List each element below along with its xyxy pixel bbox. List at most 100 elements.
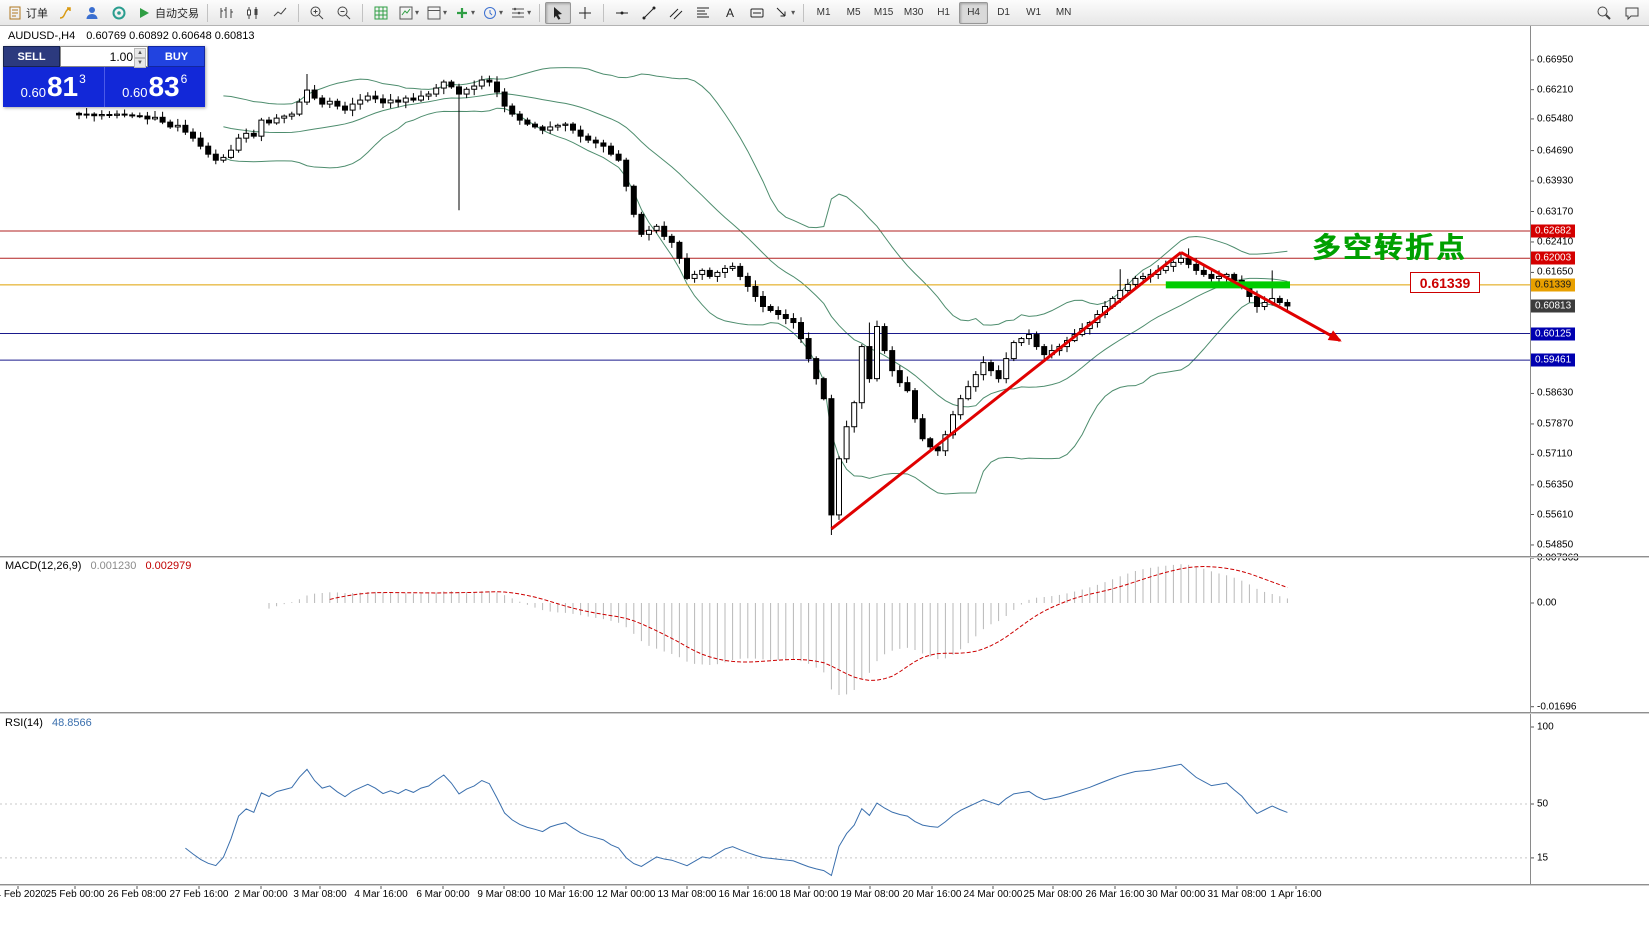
timeframe-h4-button[interactable]: H4 (959, 1, 989, 24)
profile-icon[interactable] (79, 2, 105, 24)
candle-chart-icon[interactable] (240, 2, 266, 24)
price-axis-label: 0.66950 (1537, 54, 1574, 66)
periods-icon (482, 5, 498, 21)
text-icon[interactable]: A (717, 2, 743, 24)
rsi-name: RSI(14) (5, 717, 43, 729)
candle-chart-icon (245, 5, 261, 21)
dropdown-caret-icon: ▾ (415, 8, 420, 17)
zoom-out-icon[interactable] (331, 2, 357, 24)
timeframe-d1-button[interactable]: D1 (997, 7, 1010, 18)
macd-axis-label: -0.01696 (1537, 701, 1577, 713)
chart-ohlc-header: AUDUSD-,H4 0.60769 0.60892 0.60648 0.608… (8, 30, 255, 42)
volume-up-icon[interactable]: ▲ (134, 48, 146, 58)
price-axis-label: 0.57870 (1537, 418, 1574, 430)
time-axis-label: 9 Mar 08:00 (477, 889, 531, 900)
text-icon: A (722, 5, 738, 21)
price-tag-label: 0.61339 (1410, 272, 1480, 293)
rsi-axis-label: 15 (1537, 852, 1549, 864)
timeframe-m15-button[interactable]: M15 (873, 7, 894, 18)
dropdown-caret-icon: ▾ (443, 8, 448, 17)
timeframe-m30-button[interactable]: M30 (903, 7, 924, 18)
label-icon[interactable] (744, 2, 770, 24)
time-axis-label: 24 Feb 2020 (0, 889, 47, 900)
time-axis-label: 12 Mar 00:00 (596, 889, 656, 900)
time-axis-label: 13 Mar 08:00 (657, 889, 717, 900)
autotrade-button (136, 5, 152, 21)
tile-windows-icon[interactable] (368, 2, 394, 24)
label-icon (749, 5, 765, 21)
templates-icon[interactable]: ▾ (423, 2, 450, 24)
buy-price[interactable]: 0.60 83 6 (105, 67, 206, 107)
sell-button[interactable]: SELL (3, 46, 60, 67)
chat-icon[interactable] (1619, 2, 1645, 24)
objects-icon[interactable]: ▾ (507, 2, 534, 24)
time-axis-label: 19 Mar 08:00 (840, 889, 900, 900)
panel-divider[interactable] (0, 556, 1649, 558)
periods-icon[interactable]: ▾ (479, 2, 506, 24)
trade-panel-top-row: SELL 1.00 ▲ ▼ BUY (3, 46, 205, 68)
toolbar-separator (603, 3, 605, 22)
indicators-icon[interactable]: ▾ (395, 2, 422, 24)
timeframe-m5-button[interactable]: M5 (846, 7, 861, 18)
search-icon (1596, 5, 1612, 21)
price-axis-label: 0.57110 (1537, 448, 1573, 460)
search-icon[interactable] (1591, 2, 1617, 24)
time-axis-label: 1 Apr 16:00 (1270, 889, 1322, 900)
fibonacci-icon[interactable] (690, 2, 716, 24)
price-axis-label: 0.58630 (1537, 387, 1574, 399)
timeframe-m1-button[interactable]: M1 (816, 7, 831, 18)
bar-chart-icon[interactable] (213, 2, 239, 24)
price-axis[interactable]: 0.66950 0.66210 0.65480 0.64690 0.63930 0.631… (1531, 0, 1649, 948)
arrows-icon[interactable]: ▾ (771, 2, 798, 24)
zoom-in-icon[interactable] (304, 2, 330, 24)
timeframe-w1-button[interactable]: W1 (1026, 7, 1042, 18)
panel-divider[interactable] (0, 712, 1649, 714)
price-axis-separator (1530, 26, 1531, 884)
horizontal-line-icon[interactable] (609, 2, 635, 24)
time-axis-label: 25 Feb 00:00 (45, 889, 105, 900)
add-indicator-icon[interactable]: ▾ (451, 2, 478, 24)
chat-icon (1624, 5, 1640, 21)
price-axis-label: 0.63930 (1537, 175, 1574, 187)
fibonacci-icon (695, 5, 711, 21)
autotrade-button[interactable]: 自动交易 (133, 2, 202, 24)
price-axis-label: 0.65480 (1537, 113, 1574, 125)
sell-price[interactable]: 0.60 81 3 (3, 67, 104, 107)
orders-button-label: 订单 (26, 7, 48, 20)
line-chart-icon[interactable] (267, 2, 293, 24)
price-badge: 0.59461 (1531, 353, 1576, 367)
dropdown-caret-icon: ▾ (527, 8, 532, 17)
timeframe-mn-button[interactable]: MN (1055, 7, 1072, 18)
volume-down-icon[interactable]: ▼ (134, 58, 146, 68)
macd-axis-label: 0.00 (1537, 597, 1557, 609)
trendline-icon[interactable] (636, 2, 662, 24)
zoom-out-icon (336, 5, 352, 21)
buy-price-prefix: 0.60 (122, 85, 148, 100)
buy-price-sup: 6 (180, 72, 188, 86)
panel-divider[interactable] (0, 884, 1649, 886)
timeframe-h1-button[interactable]: H1 (937, 7, 950, 18)
crosshair-icon[interactable] (572, 2, 598, 24)
macd-header: MACD(12,26,9) 0.001230 0.002979 (5, 560, 191, 572)
rsi-value: 48.8566 (51, 717, 92, 729)
macd-main-value: 0.001230 (90, 560, 137, 572)
autotrade-button-label: 自动交易 (155, 7, 199, 20)
time-axis-label: 27 Feb 16:00 (169, 889, 229, 900)
time-axis-label: 26 Mar 16:00 (1085, 889, 1145, 900)
channel-icon[interactable] (663, 2, 689, 24)
templates-icon (426, 5, 442, 21)
volume-field[interactable]: 1.00 ▲ ▼ (60, 46, 148, 68)
new-order-icon[interactable] (52, 2, 78, 24)
cursor-icon[interactable] (545, 1, 572, 24)
rsi-axis-label: 100 (1537, 721, 1554, 733)
price-badge: 0.61339 (1531, 278, 1576, 292)
macd-signal-value: 0.002979 (145, 560, 192, 572)
macd-layer (268, 564, 1288, 695)
buy-button[interactable]: BUY (148, 46, 205, 67)
time-axis-label: 18 Mar 00:00 (779, 889, 839, 900)
orders-button[interactable]: 订单 (4, 2, 51, 24)
community-icon[interactable] (106, 2, 132, 24)
